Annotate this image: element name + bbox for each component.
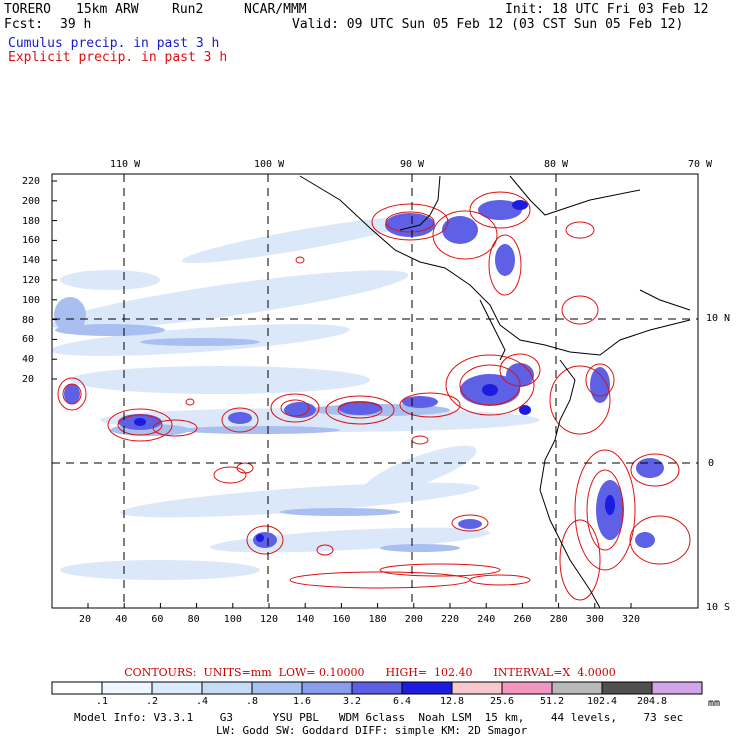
colorbar-swatch	[101, 681, 153, 695]
model-info-line: Model Info: V3.3.1 G3 YSU PBL WDM 6class…	[74, 711, 684, 724]
colorbar-threshold-label: 25.6	[489, 696, 515, 707]
y-tick-label: 220	[22, 176, 41, 187]
model-name: TORERO	[4, 2, 51, 17]
colorbar	[51, 681, 703, 695]
colorbar-threshold-label: .4	[195, 696, 209, 707]
colorbar-swatch	[551, 681, 603, 695]
x-tick-label: 180	[368, 614, 387, 625]
lon-label-80w: 80 W	[544, 159, 569, 170]
colorbar-swatch	[451, 681, 503, 695]
y-tick-label: 200	[22, 195, 41, 207]
y-tick-label: 80	[22, 314, 35, 326]
x-tick-label: 100	[223, 614, 242, 625]
colorbar-unit: mm	[708, 698, 721, 709]
x-tick-label: 260	[513, 614, 532, 625]
precip-layer	[52, 174, 698, 608]
lon-label-70w: 70 W	[688, 159, 713, 170]
colorbar-swatch	[601, 681, 653, 695]
x-tick-label: 240	[477, 614, 496, 625]
model-resolution: 15km ARW	[76, 2, 139, 17]
map-frame	[51, 173, 699, 609]
explicit-field-label: Explicit precip. in past 3 h	[8, 50, 228, 65]
y-tick-label: 160	[22, 235, 41, 247]
contour-units: CONTOURS: UNITS=mm	[124, 666, 272, 679]
colorbar-threshold-label: 51.2	[539, 696, 565, 707]
lon-label-110w: 110 W	[110, 159, 141, 170]
colorbar-threshold-label: 6.4	[392, 696, 412, 707]
colorbar-threshold-label: .8	[245, 696, 259, 707]
cumulus-intense-precip	[134, 200, 615, 542]
colorbar-threshold-label: .1	[95, 696, 109, 707]
colorbar-swatch	[251, 681, 303, 695]
colorbar-swatch	[351, 681, 403, 695]
y-tick-label: 180	[22, 215, 41, 227]
x-tick-label: 320	[622, 614, 641, 625]
colorbar-swatch	[651, 681, 703, 695]
x-tick-label: 120	[260, 614, 279, 625]
contour-info: CONTOURS: UNITS=mm LOW= 0.10000 HIGH= 10…	[0, 666, 740, 679]
lat-label-0: 0	[708, 458, 715, 469]
forecast-hours: 39 h	[60, 17, 92, 32]
contour-low: LOW= 0.10000	[278, 666, 365, 679]
x-tick-label: 60	[151, 614, 164, 625]
physics-info-line: LW: Godd SW: Goddard DIFF: simple KM: 2D…	[216, 724, 528, 737]
x-tick-label: 40	[115, 614, 128, 625]
colorbar-swatch	[501, 681, 553, 695]
colorbar-threshold-label: 3.2	[342, 696, 362, 707]
coastlines	[299, 175, 691, 608]
explicit-precip-contours	[57, 191, 691, 601]
x-tick-label: 20	[79, 614, 92, 625]
x-tick-label: 220	[441, 614, 460, 625]
cumulus-moderate-precip	[54, 297, 460, 552]
contour-interval: INTERVAL=X 4.0000	[493, 666, 616, 679]
x-tick-label: 280	[549, 614, 568, 625]
colorbar-swatch	[201, 681, 253, 695]
lat-label-10s: 10 S	[706, 602, 731, 613]
x-tick-label: 200	[404, 614, 423, 625]
y-tick-label: 20	[22, 374, 35, 385]
lat-label-10n: 10 N	[706, 313, 731, 324]
graticule	[52, 174, 698, 608]
y-tick-label: 40	[22, 354, 35, 366]
cumulus-field-label: Cumulus precip. in past 3 h	[8, 36, 220, 51]
axis-ticks	[52, 180, 632, 608]
colorbar-swatch	[151, 681, 203, 695]
valid-time: Valid: 09 UTC Sun 05 Feb 12 (03 CST Sun …	[292, 17, 684, 32]
colorbar-threshold-label: 102.4	[586, 696, 618, 707]
lon-label-100w: 100 W	[254, 159, 285, 170]
lon-label-90w: 90 W	[400, 159, 425, 170]
forecast-label: Fcst:	[4, 17, 44, 32]
x-tick-label: 80	[187, 614, 200, 625]
y-tick-label: 60	[22, 334, 35, 346]
y-tick-label: 140	[22, 255, 41, 267]
x-tick-label: 300	[585, 614, 604, 625]
colorbar-threshold-label: .2	[145, 696, 159, 707]
run-label: Run2	[172, 2, 204, 17]
organization-label: NCAR/MMM	[244, 2, 307, 17]
y-tick-label: 120	[22, 275, 41, 286]
x-tick-label: 160	[332, 614, 351, 625]
init-time: Init: 18 UTC Fri 03 Feb 12	[505, 2, 709, 17]
colorbar-threshold-label: 204.8	[636, 696, 668, 707]
colorbar-swatch	[401, 681, 453, 695]
colorbar-threshold-label: 1.6	[292, 696, 312, 707]
colorbar-threshold-label: 12.8	[439, 696, 465, 707]
y-tick-label: 100	[22, 294, 41, 306]
colorbar-swatch	[301, 681, 353, 695]
colorbar-swatch	[51, 681, 103, 695]
contour-high: HIGH= 102.40	[385, 666, 473, 679]
x-tick-label: 140	[296, 614, 315, 625]
